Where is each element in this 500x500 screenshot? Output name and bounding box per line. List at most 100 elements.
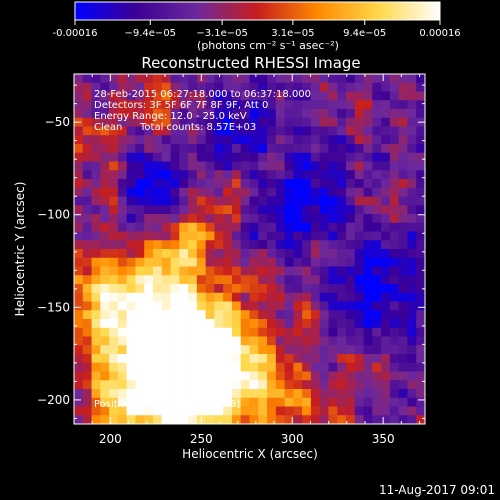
heatmap-cell bbox=[91, 179, 101, 189]
heatmap-cell bbox=[179, 406, 189, 416]
heatmap-cell bbox=[258, 249, 268, 259]
heatmap-cell bbox=[117, 336, 128, 346]
heatmap-cell bbox=[328, 205, 338, 215]
heatmap-cell bbox=[389, 249, 400, 259]
heatmap-cell bbox=[372, 406, 382, 416]
heatmap-cell bbox=[135, 301, 145, 311]
heatmap-cell bbox=[179, 135, 189, 145]
heatmap-cell bbox=[267, 310, 277, 320]
heatmap-cell bbox=[196, 389, 207, 399]
heatmap-cell bbox=[407, 389, 417, 399]
heatmap-cell bbox=[161, 397, 171, 407]
heatmap-cell bbox=[416, 336, 426, 346]
heatmap-cell bbox=[354, 126, 364, 136]
heatmap-cell bbox=[275, 310, 286, 320]
heatmap-cell bbox=[407, 170, 417, 180]
heatmap-cell bbox=[346, 231, 356, 241]
heatmap-cell bbox=[328, 389, 338, 399]
heatmap-cell bbox=[91, 406, 101, 416]
heatmap-cell bbox=[170, 187, 180, 197]
heatmap-cell bbox=[240, 319, 250, 329]
heatmap-cell bbox=[302, 82, 312, 92]
heatmap-cell bbox=[126, 301, 136, 311]
heatmap-cell bbox=[100, 222, 110, 232]
heatmap-cell bbox=[258, 354, 268, 364]
heatmap-cell bbox=[258, 301, 268, 311]
heatmap-cell bbox=[346, 82, 356, 92]
colorbar-tick-label: −9.4e−05 bbox=[125, 28, 177, 39]
colorbar-tick-label: -0.00016 bbox=[53, 28, 98, 39]
heatmap-cell bbox=[231, 301, 242, 311]
heatmap-cell bbox=[152, 170, 163, 180]
heatmap-cell bbox=[126, 327, 136, 337]
heatmap-cell bbox=[161, 240, 171, 250]
heatmap-cell bbox=[310, 231, 321, 241]
heatmap-cell bbox=[161, 222, 171, 232]
heatmap-cell bbox=[293, 249, 303, 259]
heatmap-cell bbox=[135, 336, 145, 346]
heatmap-cell bbox=[328, 354, 338, 364]
heatmap-cell bbox=[258, 389, 268, 399]
heatmap-cell bbox=[109, 187, 119, 197]
heatmap-cell bbox=[126, 310, 136, 320]
heatmap-cell bbox=[161, 126, 171, 136]
heatmap-cell bbox=[188, 179, 198, 189]
heatmap-cell bbox=[74, 319, 84, 329]
heatmap-cell bbox=[381, 82, 391, 92]
heatmap-cell bbox=[188, 354, 198, 364]
heatmap-cell bbox=[135, 187, 145, 197]
heatmap-cell bbox=[363, 336, 373, 346]
heatmap-cell bbox=[196, 205, 207, 215]
heatmap-cell bbox=[354, 196, 364, 206]
heatmap-cell bbox=[258, 161, 268, 171]
heatmap-cell bbox=[372, 380, 382, 390]
heatmap-cell bbox=[284, 415, 294, 425]
heatmap-cell bbox=[74, 310, 84, 320]
heatmap-cell bbox=[135, 196, 145, 206]
heatmap-cell bbox=[214, 266, 224, 276]
heatmap-cell bbox=[126, 109, 136, 119]
heatmap-cell bbox=[310, 284, 321, 294]
heatmap-cell bbox=[82, 179, 92, 189]
heatmap-cell bbox=[214, 152, 224, 162]
heatmap-cell bbox=[179, 257, 189, 267]
heatmap-cell bbox=[170, 109, 180, 119]
heatmap-cell bbox=[267, 214, 277, 224]
heatmap-cell bbox=[205, 82, 215, 92]
heatmap-cell bbox=[188, 362, 198, 372]
heatmap-cell bbox=[135, 406, 145, 416]
heatmap-cell bbox=[161, 266, 171, 276]
heatmap-cell bbox=[223, 179, 233, 189]
heatmap-cell bbox=[354, 117, 364, 127]
heatmap-cell bbox=[337, 284, 347, 294]
heatmap-cell bbox=[354, 144, 364, 154]
heatmap-cell bbox=[170, 161, 180, 171]
heatmap-cell bbox=[328, 117, 338, 127]
heatmap-cell bbox=[381, 415, 391, 425]
heatmap-cell bbox=[302, 117, 312, 127]
heatmap-cell bbox=[74, 406, 84, 416]
heatmap-cell bbox=[363, 406, 373, 416]
heatmap-cell bbox=[346, 135, 356, 145]
heatmap-cell bbox=[354, 135, 364, 145]
heatmap-cell bbox=[231, 380, 242, 390]
heatmap-cell bbox=[354, 214, 364, 224]
heatmap-cell bbox=[74, 170, 84, 180]
heatmap-cell bbox=[284, 135, 294, 145]
heatmap-cell bbox=[117, 196, 128, 206]
heatmap-cell bbox=[389, 275, 400, 285]
heatmap-cell bbox=[258, 91, 268, 101]
heatmap-cell bbox=[231, 74, 242, 84]
heatmap-cell bbox=[135, 354, 145, 364]
heatmap-cell bbox=[117, 161, 128, 171]
heatmap-cell bbox=[319, 179, 329, 189]
heatmap-cell bbox=[91, 205, 101, 215]
heatmap-cell bbox=[328, 91, 338, 101]
heatmap-cell bbox=[319, 82, 329, 92]
heatmap-cell bbox=[135, 170, 145, 180]
heatmap-cell bbox=[152, 222, 163, 232]
heatmap-cell bbox=[267, 135, 277, 145]
heatmap-cell bbox=[267, 100, 277, 110]
heatmap-cell bbox=[302, 179, 312, 189]
heatmap-cell bbox=[223, 292, 233, 302]
